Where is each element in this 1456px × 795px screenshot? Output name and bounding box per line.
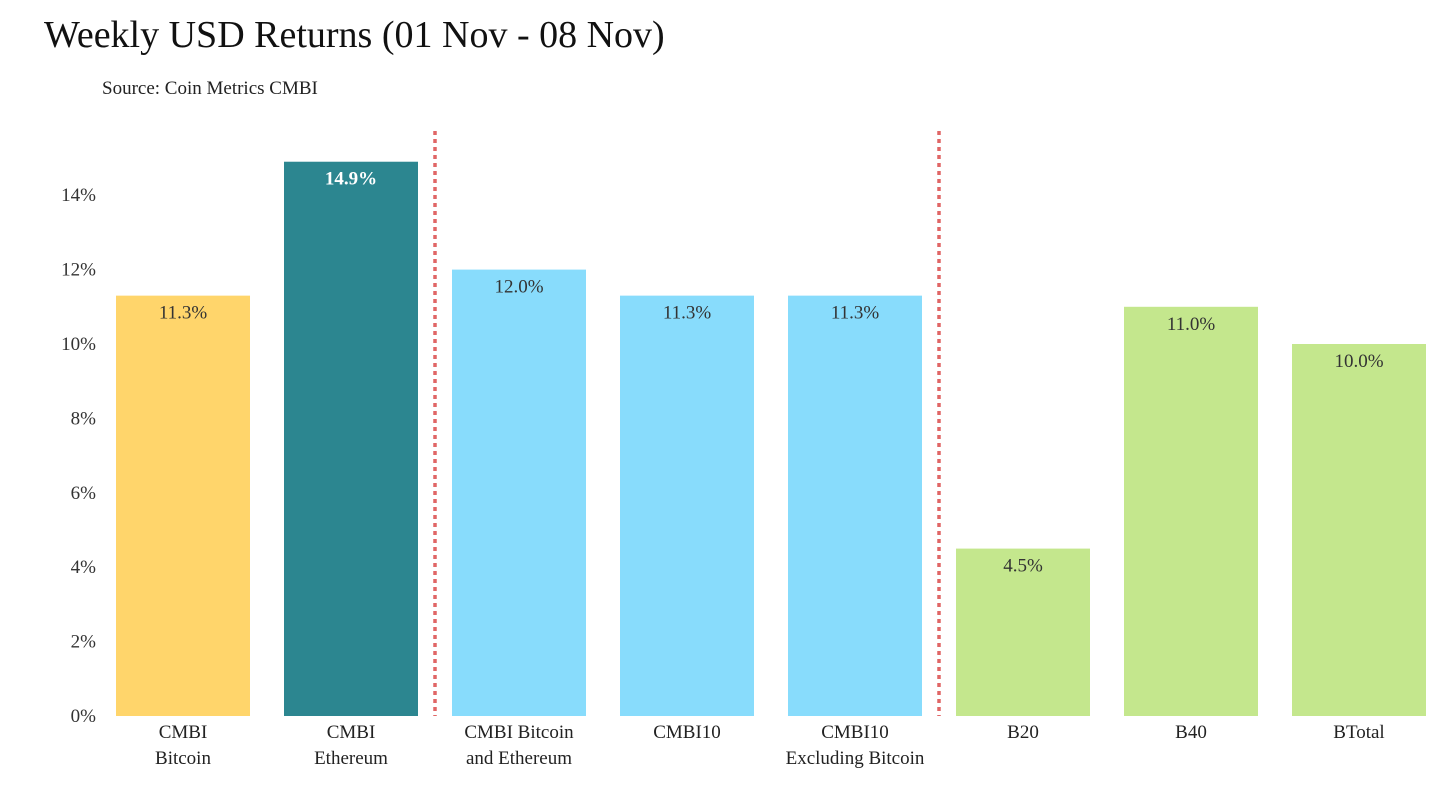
bar (452, 269, 586, 716)
bar (116, 295, 250, 716)
y-tick-label: 14% (61, 185, 96, 206)
bar-value-label: 11.3% (663, 303, 712, 324)
bar-value-label: 11.3% (159, 303, 208, 324)
separator-lines (433, 131, 941, 716)
bar (788, 295, 922, 716)
bar-value-label: 11.0% (1167, 314, 1216, 335)
y-tick-label: 12% (61, 260, 96, 281)
y-axis: 0% 2% 4% 6% 8% 10% 12% 14% (61, 185, 96, 727)
bar (956, 548, 1090, 716)
x-tick-label: CMBI (327, 722, 376, 743)
x-axis: CMBI Bitcoin CMBI Ethereum CMBI Bitcoin and E… (155, 722, 1385, 769)
bars (116, 161, 1426, 717)
y-tick-label: 2% (71, 632, 97, 653)
x-tick-label: B40 (1175, 722, 1207, 743)
chart-subtitle: Source: Coin Metrics CMBI (102, 78, 318, 99)
bar-value-label: 11.3% (831, 303, 880, 324)
y-tick-label: 6% (71, 483, 97, 504)
y-tick-label: 8% (71, 408, 97, 429)
x-tick-label: BTotal (1333, 722, 1384, 743)
bar-value-labels: 11.3% 14.9% 12.0% 11.3% 11.3% 4.5% 11.0% 10.0% (159, 169, 1384, 577)
x-tick-label: CMBI Bitcoin (464, 722, 574, 743)
bar-value-label: 12.0% (494, 277, 543, 298)
bar (1124, 306, 1258, 716)
y-tick-label: 10% (61, 334, 96, 355)
x-tick-label: CMBI10 (653, 722, 721, 743)
x-tick-label: B20 (1007, 722, 1039, 743)
chart-title: Weekly USD Returns (01 Nov - 08 Nov) (44, 14, 665, 56)
x-tick-label: CMBI10 (821, 722, 889, 743)
bar (620, 295, 754, 716)
bar (1292, 344, 1426, 716)
bar-value-label: 14.9% (325, 169, 377, 190)
x-tick-label: Bitcoin (155, 748, 211, 769)
bar-value-label: 10.0% (1334, 351, 1383, 372)
x-tick-label: Excluding Bitcoin (786, 748, 925, 769)
bar (284, 161, 418, 717)
x-tick-label: and Ethereum (466, 748, 572, 769)
bar-value-label: 4.5% (1003, 556, 1043, 577)
y-tick-label: 4% (71, 557, 97, 578)
y-tick-label: 0% (71, 706, 97, 727)
x-tick-label: CMBI (159, 722, 208, 743)
x-tick-label: Ethereum (314, 748, 388, 769)
